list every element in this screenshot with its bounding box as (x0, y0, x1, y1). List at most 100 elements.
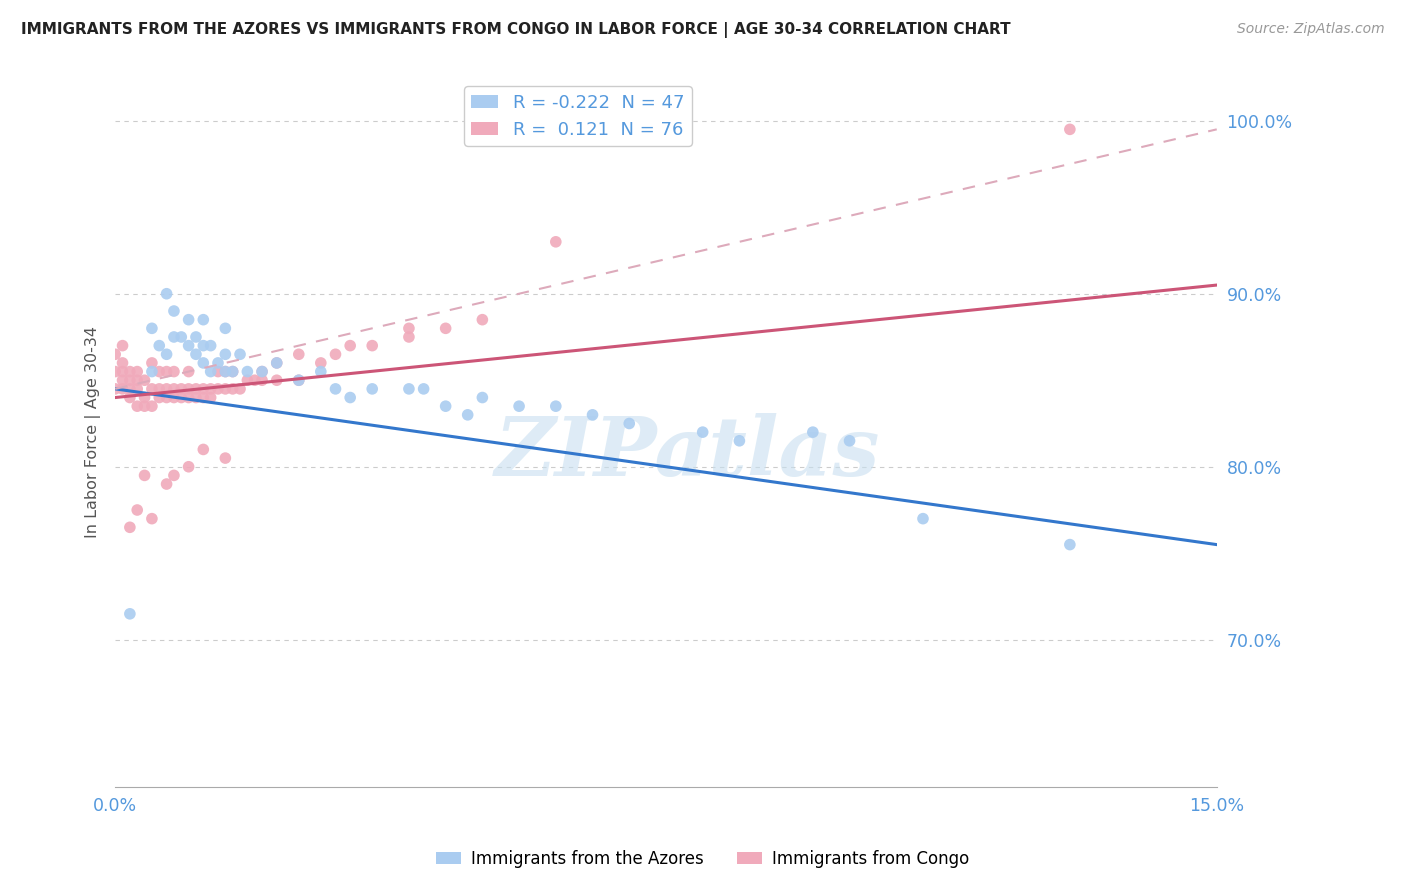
Point (214, 382, 236, 396)
Point (148, 382, 170, 396)
Point (214, 451, 236, 466)
Legend: Immigrants from the Azores, Immigrants from Congo: Immigrants from the Azores, Immigrants f… (430, 844, 976, 875)
Point (118, 607, 141, 621)
Point (250, 365, 273, 379)
Point (471, 391, 494, 405)
Point (193, 382, 215, 396)
Point (177, 338, 200, 352)
Point (118, 520, 141, 534)
Point (104, 382, 127, 396)
Point (214, 365, 236, 379)
Point (266, 356, 288, 370)
Point (325, 382, 347, 396)
Point (193, 312, 215, 326)
Point (229, 382, 252, 396)
Point (266, 373, 288, 387)
Point (339, 391, 361, 405)
Point (177, 459, 200, 474)
Point (148, 391, 170, 405)
Text: IMMIGRANTS FROM THE AZORES VS IMMIGRANTS FROM CONGO IN LABOR FORCE | AGE 30-34 C: IMMIGRANTS FROM THE AZORES VS IMMIGRANTS… (21, 22, 1011, 38)
Point (361, 338, 384, 352)
Point (134, 399, 156, 413)
Point (207, 365, 229, 379)
Point (250, 365, 273, 379)
Point (163, 382, 186, 396)
Point (288, 347, 311, 361)
Text: ZIPatlas: ZIPatlas (495, 413, 880, 493)
Point (911, 511, 934, 525)
Point (148, 338, 170, 352)
Point (127, 365, 149, 379)
Point (141, 356, 163, 370)
Point (457, 408, 479, 422)
Point (104, 365, 127, 379)
Point (177, 312, 200, 326)
Point (250, 373, 273, 387)
Point (118, 382, 141, 396)
Point (111, 373, 134, 387)
Y-axis label: In Labor Force | Age 30-34: In Labor Force | Age 30-34 (86, 326, 101, 538)
Point (339, 338, 361, 352)
Point (266, 356, 288, 370)
Point (155, 382, 177, 396)
Point (118, 365, 141, 379)
Point (141, 399, 163, 413)
Point (127, 503, 149, 517)
Point (221, 365, 243, 379)
Point (155, 391, 177, 405)
Point (177, 365, 200, 379)
Point (111, 356, 134, 370)
Point (508, 399, 530, 413)
Point (184, 347, 207, 361)
Point (200, 365, 222, 379)
Point (104, 347, 127, 361)
Point (163, 365, 186, 379)
Point (288, 373, 311, 387)
Point (193, 391, 215, 405)
Point (184, 382, 207, 396)
Point (111, 338, 134, 352)
Point (214, 365, 236, 379)
Point (134, 391, 156, 405)
Point (309, 356, 332, 370)
Point (118, 373, 141, 387)
Point (288, 373, 311, 387)
Point (141, 382, 163, 396)
Point (111, 365, 134, 379)
Point (398, 321, 420, 335)
Point (728, 434, 751, 448)
Point (141, 365, 163, 379)
Point (127, 373, 149, 387)
Point (200, 382, 222, 396)
Point (398, 382, 420, 396)
Point (214, 321, 236, 335)
Point (177, 391, 200, 405)
Point (412, 382, 434, 396)
Point (207, 382, 229, 396)
Point (200, 338, 222, 352)
Point (471, 312, 494, 326)
Point (581, 408, 603, 422)
Point (163, 304, 186, 318)
Point (193, 442, 215, 457)
Point (221, 382, 243, 396)
Point (111, 382, 134, 396)
Point (193, 338, 215, 352)
Point (801, 425, 824, 439)
Point (229, 347, 252, 361)
Point (243, 373, 266, 387)
Point (1059, 538, 1081, 552)
Point (692, 425, 714, 439)
Point (127, 399, 149, 413)
Point (309, 365, 332, 379)
Point (361, 382, 384, 396)
Point (163, 391, 186, 405)
Point (184, 391, 207, 405)
Point (434, 321, 457, 335)
Point (1059, 122, 1081, 136)
Point (214, 347, 236, 361)
Point (236, 373, 259, 387)
Point (207, 356, 229, 370)
Point (236, 365, 259, 379)
Point (221, 365, 243, 379)
